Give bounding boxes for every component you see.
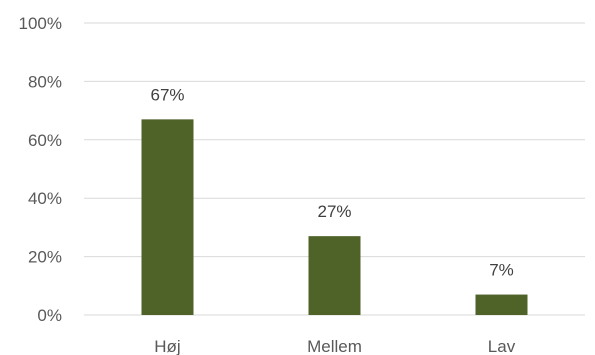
data-label: 7% xyxy=(489,261,514,280)
y-tick-label: 100% xyxy=(19,14,62,33)
y-tick-label: 20% xyxy=(28,248,62,267)
x-tick-label: Lav xyxy=(488,337,516,355)
bar xyxy=(475,294,528,315)
data-label: 27% xyxy=(317,202,351,221)
bar xyxy=(308,236,361,315)
x-axis-tick-labels: Høj Mellem Lav xyxy=(154,337,515,355)
bars xyxy=(141,119,528,315)
y-tick-label: 40% xyxy=(28,189,62,208)
y-tick-label: 80% xyxy=(28,72,62,91)
y-tick-label: 60% xyxy=(28,131,62,150)
y-axis-tick-labels: 0% 20% 40% 60% 80% 100% xyxy=(19,14,62,325)
data-labels: 67% 27% 7% xyxy=(150,85,513,279)
x-tick-label: Høj xyxy=(154,337,180,355)
data-label: 67% xyxy=(150,85,184,104)
y-tick-label: 0% xyxy=(37,306,62,325)
x-tick-label: Mellem xyxy=(307,337,362,355)
bar xyxy=(141,119,194,315)
